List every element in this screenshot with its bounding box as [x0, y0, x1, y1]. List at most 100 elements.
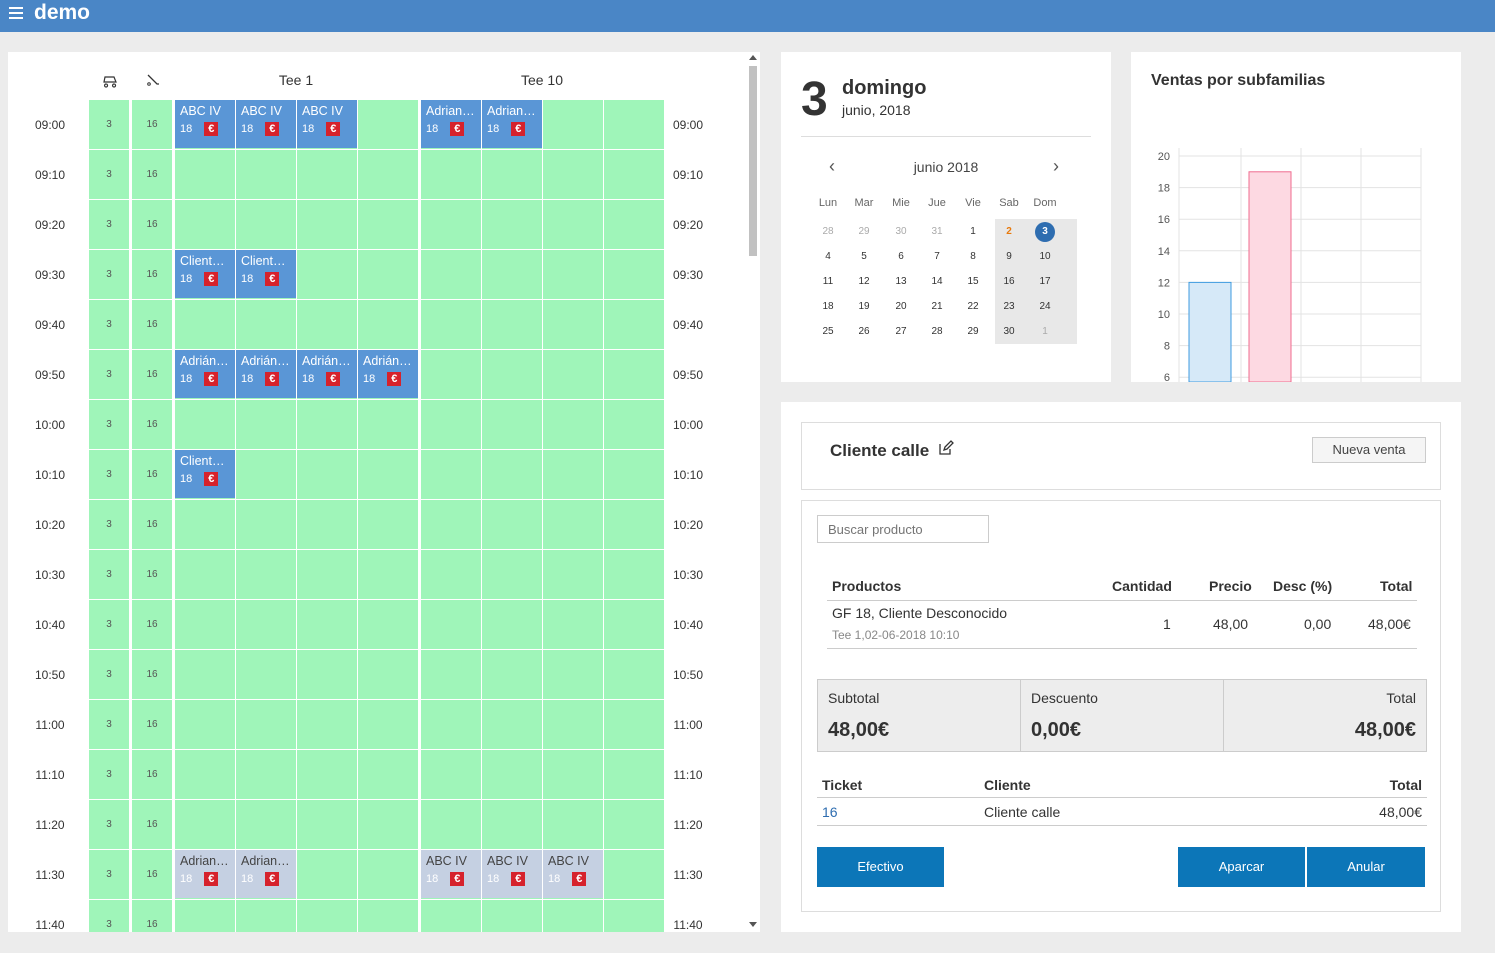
tee-slot[interactable] — [175, 500, 235, 549]
tee-slot[interactable] — [236, 600, 296, 649]
tee-slot[interactable] — [175, 200, 235, 249]
ticket-link[interactable]: 16 — [822, 804, 838, 820]
calendar-day[interactable]: 10 — [1039, 251, 1051, 262]
tee-slot[interactable] — [482, 200, 542, 249]
trolley-cell[interactable] — [132, 900, 172, 932]
tee-slot[interactable] — [482, 600, 542, 649]
tee-slot[interactable] — [175, 550, 235, 599]
tee-slot[interactable] — [297, 800, 357, 849]
tee-slot[interactable] — [421, 550, 481, 599]
calendar-day[interactable]: 7 — [934, 251, 940, 262]
trolley-cell[interactable] — [132, 600, 172, 649]
tee-slot[interactable] — [543, 700, 603, 749]
tee-slot[interactable] — [297, 500, 357, 549]
calendar-day[interactable]: 6 — [898, 251, 904, 262]
tee-slot[interactable] — [236, 450, 296, 499]
cash-button[interactable]: Efectivo — [817, 847, 944, 887]
euro-icon[interactable]: € — [450, 122, 465, 136]
tee-slot[interactable] — [358, 850, 418, 899]
buggy-cell[interactable] — [89, 800, 129, 849]
tee-slot[interactable] — [358, 300, 418, 349]
tee-slot[interactable] — [604, 350, 664, 399]
cancel-button[interactable]: Anular — [1307, 847, 1425, 887]
booking[interactable]: Adriano Dueño 18 € — [236, 850, 296, 898]
booking[interactable]: ABC IV 18 € — [421, 850, 481, 898]
calendar-day[interactable]: 31 — [931, 226, 943, 237]
euro-icon[interactable]: € — [511, 872, 526, 886]
tee-slot[interactable] — [175, 600, 235, 649]
tee-slot[interactable] — [543, 800, 603, 849]
tee-slot[interactable] — [604, 500, 664, 549]
booking[interactable]: ABC IV 18 € — [482, 850, 542, 898]
buggy-cell[interactable] — [89, 550, 129, 599]
tee-slot[interactable] — [543, 450, 603, 499]
tee-slot[interactable] — [604, 100, 664, 149]
search-product-input[interactable] — [817, 515, 989, 543]
tee-slot[interactable] — [421, 800, 481, 849]
tee-slot[interactable] — [175, 800, 235, 849]
calendar-day[interactable]: 28 — [822, 226, 834, 237]
tee-slot[interactable] — [543, 750, 603, 799]
euro-icon[interactable]: € — [204, 372, 219, 386]
tee-slot[interactable] — [421, 500, 481, 549]
tee-slot[interactable] — [421, 200, 481, 249]
trolley-cell[interactable] — [132, 400, 172, 449]
calendar-day[interactable]: 11 — [822, 276, 834, 287]
tee-slot[interactable] — [358, 700, 418, 749]
tee-slot[interactable] — [421, 350, 481, 399]
tee-slot[interactable] — [236, 300, 296, 349]
tee-slot[interactable] — [421, 600, 481, 649]
trolley-cell[interactable] — [132, 850, 172, 899]
calendar-day[interactable]: 14 — [931, 276, 943, 287]
tee-slot[interactable] — [358, 650, 418, 699]
tee-slot[interactable] — [604, 700, 664, 749]
tee-slot[interactable] — [297, 400, 357, 449]
tee-slot[interactable] — [297, 450, 357, 499]
tee-slot[interactable] — [604, 750, 664, 799]
tee-slot[interactable] — [482, 900, 542, 932]
tee-slot[interactable] — [482, 800, 542, 849]
trolley-cell[interactable] — [132, 550, 172, 599]
tee-slot[interactable] — [543, 500, 603, 549]
tee-slot[interactable] — [421, 250, 481, 299]
trolley-cell[interactable] — [132, 250, 172, 299]
booking[interactable]: Adrián Dueño 18 € — [297, 350, 357, 398]
euro-icon[interactable]: € — [387, 372, 402, 386]
tee-slot[interactable] — [358, 900, 418, 932]
calendar-day[interactable]: 23 — [1003, 301, 1015, 312]
tee-slot[interactable] — [236, 150, 296, 199]
calendar-day[interactable]: 17 — [1039, 276, 1051, 287]
calendar-day[interactable]: 20 — [895, 301, 907, 312]
tee-slot[interactable] — [297, 900, 357, 932]
tee-slot[interactable] — [297, 750, 357, 799]
selected-day[interactable]: 3 — [1035, 222, 1055, 242]
scroll-up-icon[interactable] — [749, 55, 757, 60]
euro-icon[interactable]: € — [326, 372, 341, 386]
tee-slot[interactable] — [175, 400, 235, 449]
calendar-day[interactable]: 27 — [895, 326, 907, 337]
calendar-day[interactable]: 15 — [967, 276, 979, 287]
calendar-day[interactable]: 25 — [822, 326, 834, 337]
calendar-day[interactable]: 12 — [858, 276, 870, 287]
trolley-cell[interactable] — [132, 650, 172, 699]
scrollbar[interactable] — [746, 52, 760, 932]
buggy-cell[interactable] — [89, 350, 129, 399]
euro-icon[interactable]: € — [326, 122, 341, 136]
tee-slot[interactable] — [604, 300, 664, 349]
calendar-day[interactable]: 19 — [858, 301, 870, 312]
tee-slot[interactable] — [236, 200, 296, 249]
tee-slot[interactable] — [482, 450, 542, 499]
calendar-day[interactable]: 3 — [1027, 219, 1063, 244]
tee-slot[interactable] — [482, 550, 542, 599]
buggy-cell[interactable] — [89, 150, 129, 199]
next-month-icon[interactable]: › — [1053, 156, 1059, 176]
euro-icon[interactable]: € — [265, 372, 280, 386]
calendar-day[interactable]: 18 — [822, 301, 834, 312]
tee-slot[interactable] — [482, 400, 542, 449]
calendar-day[interactable]: 29 — [967, 326, 979, 337]
tee-slot[interactable] — [482, 300, 542, 349]
tee-slot[interactable] — [421, 700, 481, 749]
buggy-cell[interactable] — [89, 850, 129, 899]
tee-slot[interactable] — [543, 300, 603, 349]
tee-slot[interactable] — [175, 700, 235, 749]
